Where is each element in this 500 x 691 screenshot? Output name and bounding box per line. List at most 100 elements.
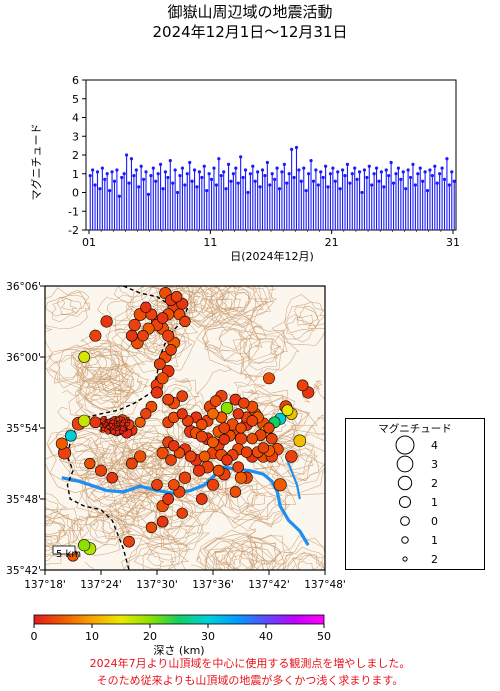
- ts-point: [168, 159, 172, 163]
- legend-symbol: [396, 455, 414, 473]
- ts-ytick-label: 1: [72, 168, 79, 181]
- ts-ytick-label: 4: [72, 112, 79, 125]
- map-ytick-label: 36°00': [6, 352, 41, 364]
- ts-point: [309, 159, 313, 163]
- ts-point: [108, 189, 112, 193]
- ts-xtick-label: 01: [82, 236, 96, 249]
- scale-bar-label: 5 km: [56, 549, 81, 560]
- legend-label: 3: [431, 458, 438, 471]
- ts-point: [156, 172, 160, 176]
- ts-point: [345, 162, 350, 166]
- ts-point: [175, 190, 180, 195]
- ts-point: [447, 183, 451, 187]
- epicenter-point: [137, 329, 149, 342]
- legend-symbol: [398, 495, 412, 509]
- colorbar-tick-label: 20: [143, 630, 157, 643]
- ts-point: [268, 183, 272, 187]
- epicenter-point: [105, 429, 111, 435]
- epicenter-point: [195, 493, 208, 505]
- ts-point: [438, 172, 442, 176]
- map-ytick-label: 36°06': [6, 281, 41, 293]
- ts-point: [423, 170, 427, 174]
- epicenter-point: [165, 344, 177, 356]
- ts-point: [377, 179, 381, 183]
- ts-point: [450, 170, 454, 174]
- ts-point: [411, 162, 415, 166]
- ts-point: [326, 185, 330, 189]
- ts-point: [428, 168, 432, 172]
- ts-point: [277, 187, 282, 191]
- ts-point: [416, 172, 420, 176]
- ts-point: [258, 185, 262, 189]
- ts-point: [355, 177, 359, 181]
- ts-point: [117, 194, 121, 198]
- epicenter-point: [257, 442, 270, 454]
- epicenter-point: [140, 408, 152, 420]
- map-ytick-label: 35°48': [6, 494, 41, 506]
- epicenter-point: [151, 386, 163, 399]
- epicenter-point: [156, 446, 169, 459]
- ts-point: [350, 172, 354, 176]
- epicenter-point: [240, 446, 253, 458]
- ts-point: [379, 170, 384, 174]
- prefecture-border: [66, 286, 189, 570]
- ts-point: [185, 172, 189, 176]
- epicenter-point: [151, 479, 163, 491]
- epicenter-point: [64, 429, 77, 442]
- tributary-line: [284, 455, 301, 500]
- ts-point: [387, 174, 391, 178]
- epicenter-point: [232, 461, 244, 473]
- epicenter-point: [232, 408, 244, 420]
- ts-point: [394, 172, 398, 176]
- ts-ylabel: マグニチュード: [29, 124, 43, 201]
- epicenter-point: [84, 457, 96, 470]
- colorbar-tick-label: 40: [259, 630, 273, 643]
- ts-point: [413, 183, 417, 187]
- ts-point: [331, 166, 335, 170]
- epicenter-point: [78, 539, 91, 552]
- colorbar-tick-label: 30: [201, 630, 215, 643]
- ts-point: [95, 170, 100, 174]
- ts-point: [212, 166, 216, 170]
- epicenter-point: [162, 493, 175, 505]
- ts-point: [149, 174, 153, 178]
- epicenter-point: [140, 301, 152, 313]
- footnote-line2: そのため従来よりも山頂域の地震が多くかつ浅く求まります。: [96, 674, 404, 687]
- epicenter-point: [162, 393, 175, 406]
- ts-point: [190, 179, 194, 183]
- ts-point: [132, 174, 136, 178]
- ts-point: [382, 185, 386, 189]
- ts-point: [151, 166, 155, 170]
- map-ytick-label: 35°54': [6, 423, 41, 435]
- chart-period: 2024年12月1日〜12月31日: [152, 23, 348, 41]
- map-ytick-label: 35°42': [6, 565, 41, 577]
- ts-point: [307, 172, 311, 176]
- ts-ytick-label: 6: [72, 74, 79, 87]
- epicenter-point: [184, 450, 197, 463]
- ts-point: [112, 179, 117, 183]
- epicenter-point: [126, 419, 131, 424]
- epicenter-point: [128, 318, 141, 332]
- epicenter-point: [179, 315, 191, 328]
- epicenter-point: [285, 450, 298, 463]
- map-xtick-label: 137°36': [192, 579, 234, 591]
- ts-point: [205, 189, 209, 193]
- depth-colorbar: 0 10 20 30 40 50 深さ (km): [31, 614, 331, 657]
- epicenter-point: [273, 478, 287, 492]
- ts-point: [134, 168, 138, 172]
- ts-point: [125, 153, 129, 157]
- epicenter-point: [120, 421, 126, 427]
- ts-point: [372, 172, 376, 176]
- ts-point: [270, 172, 274, 176]
- ts-point: [442, 177, 447, 181]
- ts-point: [319, 170, 323, 174]
- epicenter-points: [55, 287, 315, 562]
- ts-point: [282, 162, 286, 166]
- epicenter-point: [170, 290, 183, 303]
- ts-point: [219, 174, 223, 178]
- ts-point: [197, 170, 202, 174]
- epicenter-point: [100, 315, 113, 328]
- epicenter-point: [218, 422, 230, 434]
- ts-point: [292, 175, 296, 180]
- epicenter-point: [134, 450, 147, 463]
